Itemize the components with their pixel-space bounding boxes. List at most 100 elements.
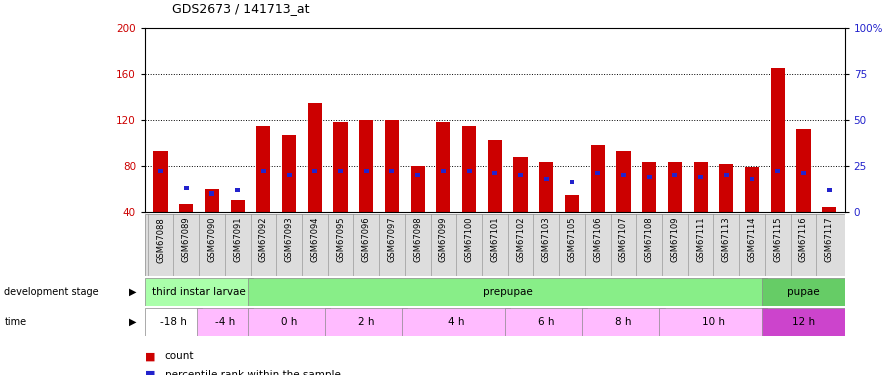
Text: 8 h: 8 h xyxy=(615,316,632,327)
Text: GSM67113: GSM67113 xyxy=(722,217,731,262)
Text: GSM67101: GSM67101 xyxy=(490,217,499,262)
Text: GSM67103: GSM67103 xyxy=(542,217,551,262)
Bar xyxy=(338,170,343,174)
Bar xyxy=(183,186,189,190)
Bar xyxy=(544,177,549,181)
Text: GSM67116: GSM67116 xyxy=(799,217,808,262)
Text: GSM67100: GSM67100 xyxy=(465,217,473,262)
Bar xyxy=(801,171,806,175)
Bar xyxy=(384,120,399,212)
Bar xyxy=(698,175,703,179)
Text: GSM67088: GSM67088 xyxy=(156,217,165,262)
Text: time: time xyxy=(4,316,27,327)
Bar xyxy=(179,204,193,212)
Bar xyxy=(518,173,523,177)
Text: ■: ■ xyxy=(145,370,156,375)
Bar xyxy=(539,162,554,212)
Bar xyxy=(235,188,240,192)
Bar xyxy=(642,162,656,212)
Bar xyxy=(797,129,811,212)
Text: GSM67115: GSM67115 xyxy=(773,217,782,262)
Bar xyxy=(771,68,785,212)
Bar xyxy=(591,145,605,212)
Bar xyxy=(745,167,759,212)
Text: GSM67106: GSM67106 xyxy=(594,217,603,262)
Bar xyxy=(308,103,322,212)
Text: GSM67092: GSM67092 xyxy=(259,217,268,262)
Bar xyxy=(827,188,831,192)
Bar xyxy=(197,308,253,336)
Text: GSM67111: GSM67111 xyxy=(696,217,705,262)
Bar xyxy=(617,151,630,212)
Bar xyxy=(719,164,733,212)
Text: GSM67117: GSM67117 xyxy=(825,217,834,262)
Bar xyxy=(261,170,266,174)
Bar xyxy=(488,140,502,212)
Bar xyxy=(621,173,626,177)
Text: GSM67095: GSM67095 xyxy=(336,217,345,262)
Bar xyxy=(506,308,587,336)
Bar xyxy=(672,173,677,177)
Text: GSM67098: GSM67098 xyxy=(413,217,422,262)
Bar xyxy=(565,195,579,212)
Text: 2 h: 2 h xyxy=(358,316,375,327)
Text: GSM67105: GSM67105 xyxy=(568,217,577,262)
Bar xyxy=(248,308,330,336)
Text: development stage: development stage xyxy=(4,286,99,297)
Bar xyxy=(402,308,510,336)
Text: ▶: ▶ xyxy=(129,316,136,327)
Text: -4 h: -4 h xyxy=(214,316,235,327)
Text: GSM67109: GSM67109 xyxy=(670,217,679,262)
Text: 0 h: 0 h xyxy=(281,316,297,327)
Text: GSM67099: GSM67099 xyxy=(439,217,448,262)
Bar xyxy=(145,308,202,336)
Text: 6 h: 6 h xyxy=(538,316,554,327)
Bar xyxy=(763,278,845,306)
Text: 10 h: 10 h xyxy=(702,316,725,327)
Bar xyxy=(390,170,394,174)
Bar xyxy=(364,170,368,174)
Text: GSM67091: GSM67091 xyxy=(233,217,242,262)
Bar xyxy=(436,122,450,212)
Text: 12 h: 12 h xyxy=(792,316,815,327)
Bar xyxy=(775,170,781,174)
Bar xyxy=(145,278,253,306)
Text: GSM67090: GSM67090 xyxy=(207,217,216,262)
Bar xyxy=(416,173,420,177)
Text: percentile rank within the sample: percentile rank within the sample xyxy=(165,370,341,375)
Bar xyxy=(492,171,498,175)
Text: GSM67108: GSM67108 xyxy=(644,217,653,262)
Bar xyxy=(668,162,682,212)
Bar xyxy=(647,175,651,179)
Text: 4 h: 4 h xyxy=(448,316,465,327)
Bar xyxy=(158,170,163,174)
Text: prepupae: prepupae xyxy=(482,286,532,297)
Bar xyxy=(231,200,245,212)
Bar xyxy=(205,189,219,212)
Bar xyxy=(256,126,271,212)
Text: GDS2673 / 141713_at: GDS2673 / 141713_at xyxy=(172,2,309,15)
Text: GSM67102: GSM67102 xyxy=(516,217,525,262)
Bar xyxy=(312,170,318,174)
Bar xyxy=(466,170,472,174)
Text: GSM67093: GSM67093 xyxy=(285,217,294,262)
Text: GSM67089: GSM67089 xyxy=(182,217,190,262)
Text: pupae: pupae xyxy=(787,286,820,297)
Text: -18 h: -18 h xyxy=(160,316,187,327)
Bar xyxy=(410,166,425,212)
Bar xyxy=(582,308,665,336)
Bar xyxy=(282,135,296,212)
Text: ■: ■ xyxy=(145,351,156,361)
Bar xyxy=(763,308,845,336)
Bar xyxy=(462,126,476,212)
Bar xyxy=(822,207,837,212)
Text: GSM67097: GSM67097 xyxy=(387,217,396,262)
Text: GSM67094: GSM67094 xyxy=(311,217,320,262)
Text: ▶: ▶ xyxy=(129,286,136,297)
Bar xyxy=(659,308,767,336)
Bar xyxy=(360,120,373,212)
Text: GSM67107: GSM67107 xyxy=(619,217,628,262)
Bar xyxy=(441,170,446,174)
Bar xyxy=(724,173,729,177)
Bar xyxy=(595,171,600,175)
